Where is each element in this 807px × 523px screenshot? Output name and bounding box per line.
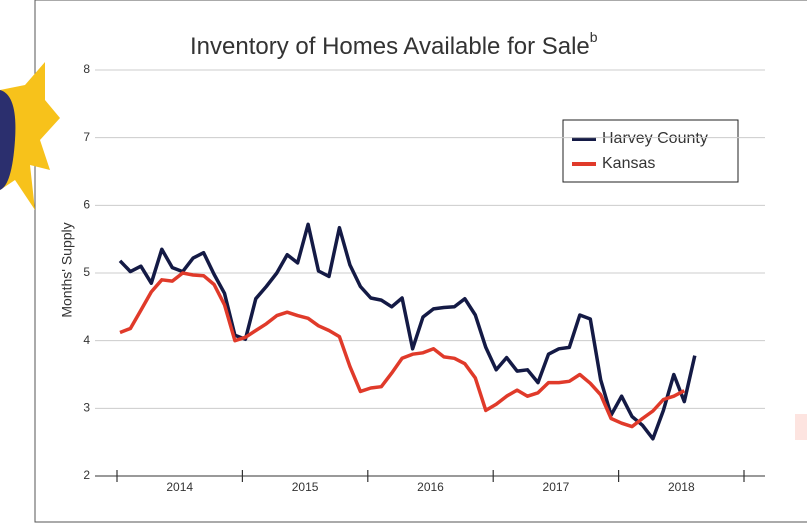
series-line — [119, 271, 686, 429]
title-note: b — [590, 29, 598, 45]
y-tick-label: 3 — [83, 401, 90, 415]
y-tick-label: 8 — [83, 62, 90, 76]
series-line — [118, 222, 697, 441]
legend-label: Harvey County — [602, 130, 708, 147]
y-tick-label: 2 — [83, 468, 90, 482]
chart-title: Inventory of Homes Available for Saleb — [190, 29, 598, 61]
x-tick-label: 2014 — [166, 480, 193, 494]
x-tick-label: 2018 — [668, 480, 695, 494]
y-tick-label: 7 — [83, 130, 90, 144]
y-tick-label: 4 — [83, 333, 90, 347]
x-tick-label: 2017 — [543, 480, 570, 494]
x-tick-label: 2016 — [417, 480, 444, 494]
legend: Harvey County Kansas — [562, 119, 739, 183]
legend-label: Kansas — [602, 155, 655, 172]
decoration — [795, 414, 807, 440]
title-text: Inventory of Homes Available for Sale — [190, 33, 590, 60]
logo-decoration — [0, 90, 16, 190]
frame — [34, 0, 807, 523]
y-tick-label: 5 — [83, 265, 90, 279]
y-tick-label: 6 — [83, 198, 90, 212]
y-axis-label: Months' Supply — [59, 222, 75, 317]
legend-box — [562, 119, 739, 183]
x-tick-label: 2015 — [292, 480, 319, 494]
starburst-decoration — [0, 62, 60, 210]
